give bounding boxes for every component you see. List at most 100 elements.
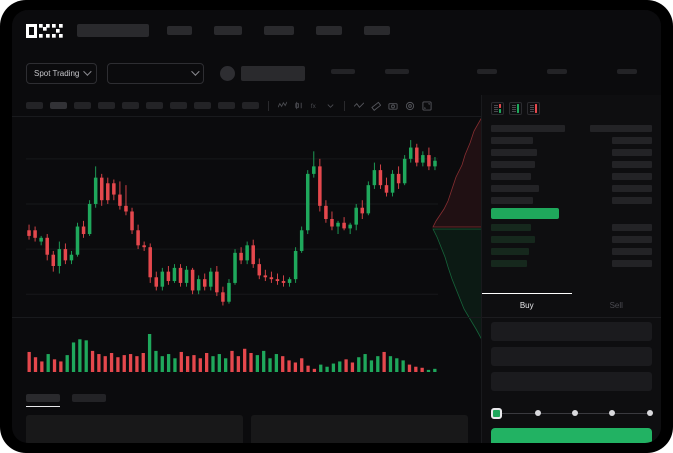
settings-icon[interactable] [405,101,415,111]
stat-label [547,69,568,74]
ob-size [590,124,652,132]
tab-buy[interactable]: Buy [482,293,572,317]
ob-price [491,196,533,204]
orderbook-view-modes [482,95,661,120]
bottom-tab-2-label [72,393,106,402]
place-order-button[interactable] [491,428,652,443]
depth-chart-overlay [432,117,482,340]
timeframe-button[interactable] [194,102,211,109]
asks-only-icon[interactable] [527,102,540,115]
pair-dropdown[interactable] [107,62,205,84]
search-input[interactable] [77,24,149,37]
orderbook-ask-row[interactable] [491,170,652,182]
ob-lines [530,105,534,112]
ob-price [491,160,535,168]
okx-logo[interactable] [26,23,63,38]
toolbar-divider [268,100,269,111]
orderbook-ask-row[interactable] [491,158,652,170]
bids-only-icon[interactable] [509,102,522,115]
timeframe-button-active[interactable] [50,102,67,109]
bottom-panel-2[interactable] [251,415,468,443]
ob-price [491,124,565,132]
app-screen: Spot Trading [12,10,661,443]
volume-chart[interactable] [12,317,482,389]
nav-item-5[interactable] [364,26,390,35]
indicators-icon[interactable]: fx [310,101,319,110]
timeframe-button[interactable] [218,102,235,109]
ob-lines [512,105,516,112]
timeframe-button[interactable] [146,102,163,109]
percent-slider-step-75[interactable] [608,410,615,416]
ob-price [491,172,531,180]
percent-slider-track [495,413,648,414]
camera-icon[interactable] [388,101,398,111]
orderbook-bid-row[interactable] [491,233,652,245]
ob-price [491,247,529,255]
orderbook[interactable] [482,120,661,269]
orderbook-bid-row[interactable] [491,245,652,257]
ob-size [612,196,652,204]
orderbook-ask-row[interactable] [491,134,652,146]
ob-size [612,148,652,156]
ruler-icon[interactable] [371,101,381,111]
orderbook-bid-row[interactable] [491,221,652,233]
order-panel: Buy Sell [481,95,661,443]
percent-slider-handle[interactable] [491,408,502,419]
orderbook-ask-row[interactable] [491,182,652,194]
pair-avatar [220,65,236,81]
orderbook-bid-row[interactable] [491,257,652,269]
ob-price [491,184,539,192]
price-chart[interactable] [12,117,482,340]
timeframe-button[interactable] [26,102,43,109]
orderbook-ask-row[interactable] [491,122,652,134]
percent-slider-step-100[interactable] [647,410,654,416]
order-form [482,322,661,397]
orderbook-spread-row[interactable] [491,206,652,221]
stat-item [477,69,507,77]
header-nav [167,26,390,35]
ob-size [612,235,652,243]
bottom-panels [12,411,482,443]
bottom-tab-2[interactable] [72,393,106,407]
orderbook-ask-row[interactable] [491,194,652,206]
ob-size [612,259,652,267]
bottom-tab-1[interactable] [26,393,60,407]
order-total-input[interactable] [491,372,652,391]
nav-item-1[interactable] [167,26,192,35]
tab-sell[interactable]: Sell [572,294,662,317]
chevron-down-icon [191,67,201,76]
timeframe-button[interactable] [170,102,187,109]
orderbook-spread-bar [491,208,559,219]
trend-line-icon[interactable] [354,101,364,110]
candlestick-icon[interactable] [294,101,303,110]
nav-item-4[interactable] [316,26,342,35]
market-toolbar: Spot Trading [12,51,661,95]
fullscreen-icon[interactable] [422,100,432,111]
timeframe-button[interactable] [98,102,115,109]
bottom-panel-1[interactable] [26,415,243,443]
stat-label [477,69,498,74]
nav-item-2[interactable] [214,26,242,35]
percent-slider-step-50[interactable] [571,410,578,416]
stat-item [617,69,645,77]
market-type-dropdown[interactable]: Spot Trading [26,62,98,84]
timeframe-button[interactable] [74,102,91,109]
okx-logo-x-glyph [52,23,63,38]
percent-slider-step-25[interactable] [534,410,541,416]
candlestick-chart-svg [26,140,438,306]
percent-slider[interactable] [491,408,654,420]
ob-bar-red [535,104,537,113]
nav-item-3[interactable] [264,26,294,35]
ob-size [612,160,652,168]
timeframe-button[interactable] [122,102,139,109]
orderbook-ask-row[interactable] [491,146,652,158]
order-price-input[interactable] [491,322,652,341]
line-chart-icon[interactable] [278,101,287,110]
ob-size [612,247,652,255]
stat-label [331,69,356,74]
timeframe-button[interactable] [242,102,259,109]
chevron-down-icon[interactable] [326,101,335,110]
ob-size [612,172,652,180]
order-amount-input[interactable] [491,347,652,366]
both-icon[interactable] [491,102,504,115]
